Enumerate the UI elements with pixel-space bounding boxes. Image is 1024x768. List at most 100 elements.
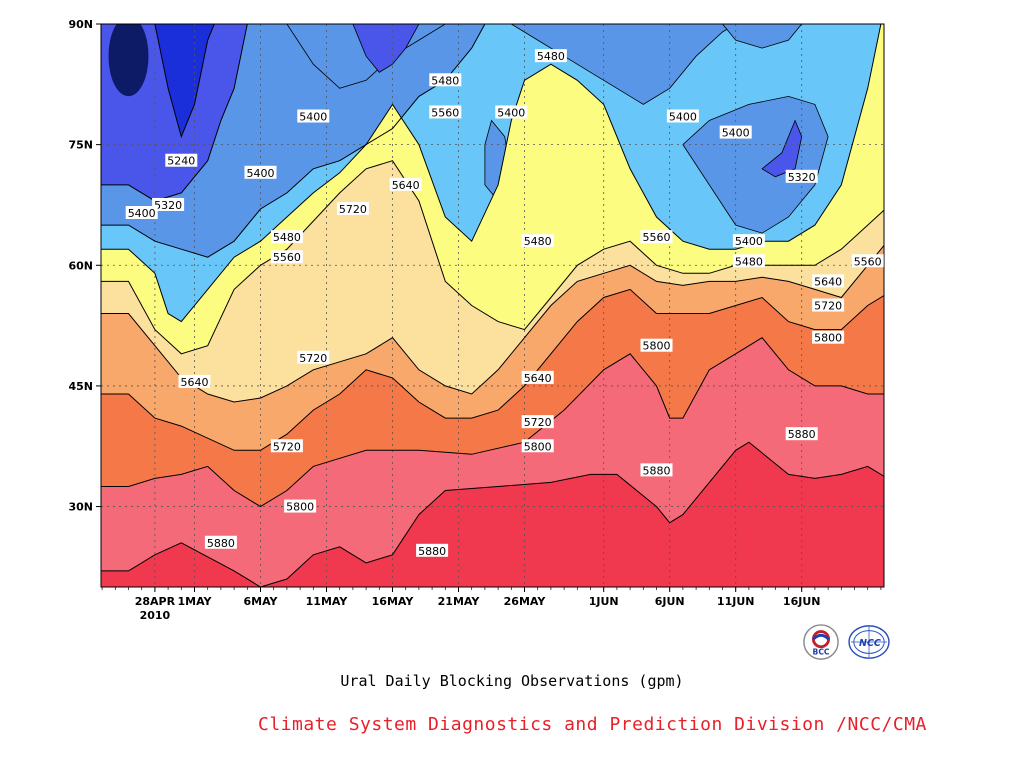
contour-label-bg xyxy=(270,439,303,453)
contour-label-bg xyxy=(534,49,567,63)
x-tick-label: 6JUN xyxy=(655,595,685,608)
contour-label-text: 5240 xyxy=(167,155,195,168)
contour-label-text: 5720 xyxy=(299,352,327,365)
contour-label-text: 5560 xyxy=(273,251,301,264)
chart-caption: Ural Daily Blocking Observations (gpm) xyxy=(340,672,684,690)
contour-label-text: 5640 xyxy=(524,372,552,385)
contour-label: 5560 xyxy=(429,105,462,119)
contour-label-bg xyxy=(429,73,462,87)
contour-label-bg xyxy=(521,234,554,248)
contour-label: 5720 xyxy=(812,298,845,313)
contour-label: 5400 xyxy=(666,109,699,123)
contour-line-5640 xyxy=(101,244,884,403)
contour-label: 5320 xyxy=(152,197,185,212)
x-tick-label: 1MAY xyxy=(177,595,212,608)
contour-label-bg xyxy=(297,350,330,364)
contour-label-bg xyxy=(284,499,317,513)
band-fill-5320 xyxy=(761,119,803,178)
contour-label: 5880 xyxy=(204,535,237,550)
contour-label-bg xyxy=(297,109,330,123)
contour-label-text: 5640 xyxy=(392,179,420,192)
contour-line-5720 xyxy=(101,288,884,451)
contour-label-bg xyxy=(416,543,449,557)
contour-label-text: 5640 xyxy=(181,376,209,389)
contour-label-text: 5400 xyxy=(669,110,697,123)
contour-label: 5880 xyxy=(416,543,449,558)
contour-label-bg xyxy=(812,274,845,288)
contour-label-bg xyxy=(152,197,185,211)
x-tick-label: 11JUN xyxy=(717,595,755,608)
contour-label: 5720 xyxy=(297,350,330,365)
contour-label: 5480 xyxy=(270,230,303,244)
contour-label: 5480 xyxy=(534,49,567,63)
contour-label-bg xyxy=(719,125,752,139)
contour-label-bg xyxy=(732,254,765,268)
y-tick-label: 45N xyxy=(68,380,93,393)
contour-label-bg xyxy=(178,374,211,388)
x-tick-label: 28APR xyxy=(135,595,176,608)
contour-label-text: 5400 xyxy=(247,167,275,180)
contour-label-bg xyxy=(785,169,818,183)
x-tick-label: 6MAY xyxy=(243,595,278,608)
contour-label-bg xyxy=(785,427,818,441)
contour-label: 5800 xyxy=(521,439,554,453)
contour-label: 5400 xyxy=(125,206,158,220)
contour-label-bg xyxy=(812,330,845,344)
contour-label-bg xyxy=(640,230,673,244)
contour-label-text: 5800 xyxy=(524,440,552,453)
contour-label-text: 5720 xyxy=(524,416,552,429)
contour-label: 5560 xyxy=(851,254,884,268)
svg-text:BCC: BCC xyxy=(813,647,830,656)
contour-label-text: 5480 xyxy=(524,235,552,248)
contour-label-bg xyxy=(640,463,673,477)
x-tick-label: 1JUN xyxy=(589,595,619,608)
contour-label: 5720 xyxy=(336,201,369,216)
bcc-logo: BCC xyxy=(803,624,839,660)
contour-label: 5560 xyxy=(640,230,673,244)
x-tick-label: 16MAY xyxy=(372,595,415,608)
contour-label-text: 5880 xyxy=(207,537,235,550)
contour-label: 5560 xyxy=(270,250,303,264)
contour-label-bg xyxy=(389,177,422,191)
plot-frame xyxy=(100,23,885,588)
band-fill-5880 xyxy=(101,442,884,587)
contour-label-text: 5880 xyxy=(418,545,446,558)
contour-label-text: 5480 xyxy=(537,50,565,63)
contour-label-bg xyxy=(336,201,369,215)
contour-label-layer: 5240532054005400540054805560572056405480… xyxy=(125,49,884,558)
contour-label-text: 5400 xyxy=(128,207,156,220)
y-tick-label: 30N xyxy=(68,501,93,514)
contour-label: 5320 xyxy=(785,169,818,184)
contour-label: 5400 xyxy=(719,125,752,140)
contour-label: 5720 xyxy=(270,439,303,453)
contour-label-bg xyxy=(125,206,158,220)
contour-label: 5400 xyxy=(495,105,528,119)
contour-label-bg xyxy=(521,415,554,429)
contour-label-text: 5560 xyxy=(854,255,882,268)
contour-label-text: 5720 xyxy=(339,203,367,216)
y-tick-label: 60N xyxy=(68,259,93,272)
y-tick-label: 90N xyxy=(68,18,93,31)
contour-label-text: 5800 xyxy=(286,501,314,514)
contour-label-text: 5720 xyxy=(814,300,842,313)
grid-layer xyxy=(101,24,884,587)
contour-label-text: 5320 xyxy=(788,171,816,184)
contour-label-bg xyxy=(165,153,198,167)
contour-fill-layer xyxy=(101,24,884,587)
contour-label: 5720 xyxy=(521,415,554,429)
contour-label-text: 5560 xyxy=(431,106,459,119)
contour-label: 5880 xyxy=(640,463,673,477)
contour-label-text: 5480 xyxy=(273,231,301,244)
contour-label-text: 5720 xyxy=(273,440,301,453)
svg-text:NCC: NCC xyxy=(859,638,881,649)
contour-line-5320 xyxy=(101,24,248,202)
contour-label-bg xyxy=(429,105,462,119)
contour-label: 5800 xyxy=(284,499,317,514)
contour-line-5400 xyxy=(101,24,486,258)
contour-label-text: 5480 xyxy=(735,255,763,268)
band-fill-5400 xyxy=(721,24,803,49)
contour-label-bg xyxy=(812,298,845,312)
contour-label-text: 5320 xyxy=(154,199,182,212)
contour-label: 5800 xyxy=(640,338,673,353)
